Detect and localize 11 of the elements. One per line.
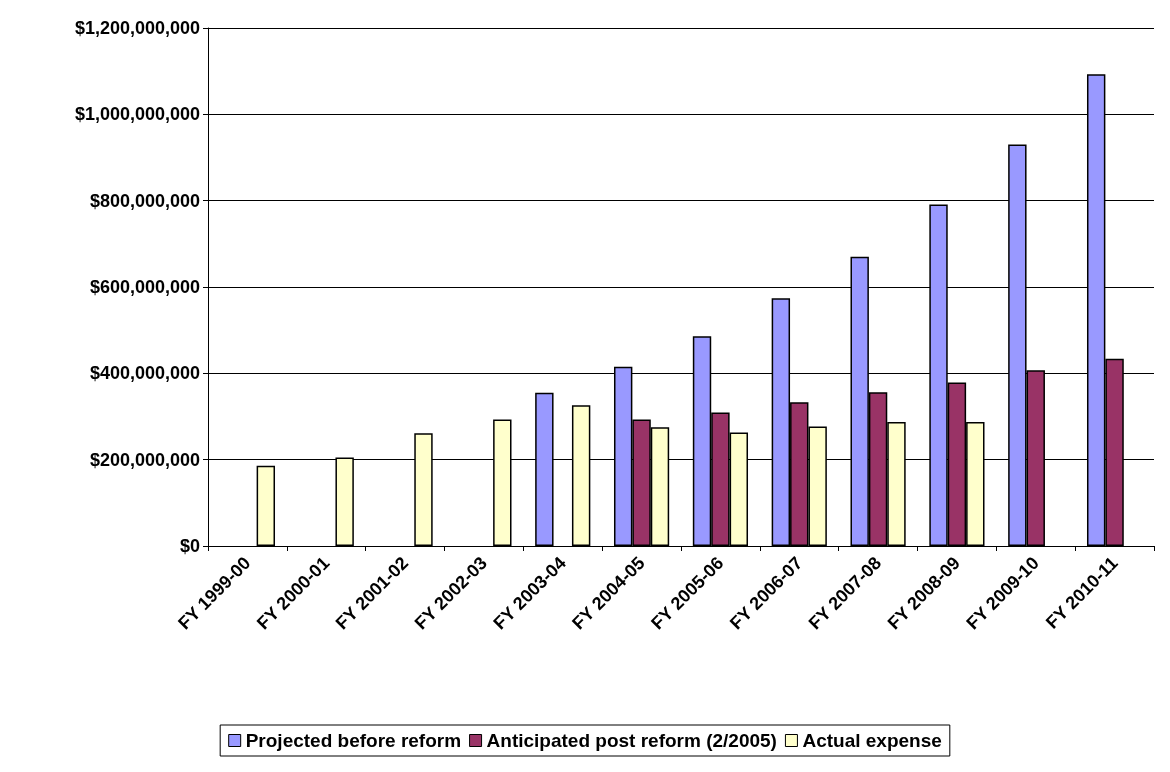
y-tick-label: $600,000,000 — [89, 277, 200, 297]
y-tick-label: $800,000,000 — [89, 190, 200, 211]
y-tick-label: $1,000,000,000 — [74, 104, 200, 125]
y-tick-label: $200,000,000 — [89, 449, 200, 470]
legend-label: Anticipated post reform (2/2005) — [486, 730, 777, 751]
y-tick-label: $400,000,000 — [89, 363, 200, 384]
legend-label: Projected before reform — [245, 730, 462, 751]
legend-label: Actual expense — [802, 730, 942, 751]
bar — [256, 465, 276, 546]
y-tick-label: $0 — [179, 536, 200, 556]
y-tick-label: $1,200,000,000 — [74, 18, 200, 38]
